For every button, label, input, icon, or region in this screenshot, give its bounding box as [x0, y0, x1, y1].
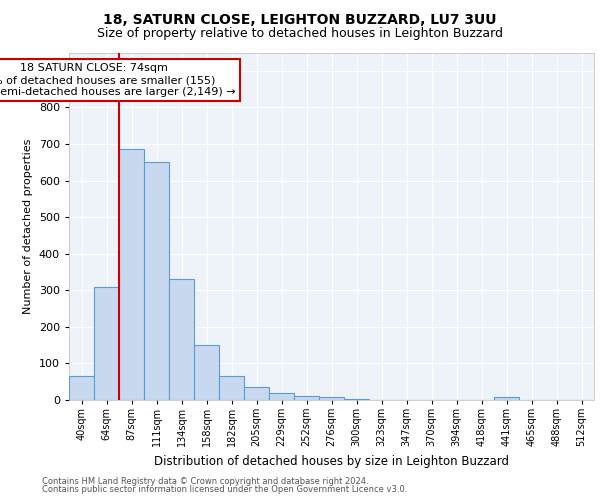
- Bar: [294, 396, 319, 400]
- Text: 18 SATURN CLOSE: 74sqm
← 7% of detached houses are smaller (155)
93% of semi-det: 18 SATURN CLOSE: 74sqm ← 7% of detached …: [0, 64, 236, 96]
- Bar: [119, 150, 144, 400]
- Text: 18, SATURN CLOSE, LEIGHTON BUZZARD, LU7 3UU: 18, SATURN CLOSE, LEIGHTON BUZZARD, LU7 …: [103, 12, 497, 26]
- Bar: [344, 398, 369, 400]
- X-axis label: Distribution of detached houses by size in Leighton Buzzard: Distribution of detached houses by size …: [154, 455, 509, 468]
- Bar: [169, 280, 194, 400]
- Text: Contains public sector information licensed under the Open Government Licence v3: Contains public sector information licen…: [42, 485, 407, 494]
- Bar: [269, 392, 294, 400]
- Bar: [94, 286, 119, 400]
- Bar: [319, 397, 344, 400]
- Bar: [69, 376, 94, 400]
- Y-axis label: Number of detached properties: Number of detached properties: [23, 138, 33, 314]
- Bar: [194, 345, 219, 400]
- Bar: [494, 397, 519, 400]
- Bar: [219, 376, 244, 400]
- Bar: [144, 162, 169, 400]
- Bar: [244, 387, 269, 400]
- Text: Size of property relative to detached houses in Leighton Buzzard: Size of property relative to detached ho…: [97, 28, 503, 40]
- Text: Contains HM Land Registry data © Crown copyright and database right 2024.: Contains HM Land Registry data © Crown c…: [42, 477, 368, 486]
